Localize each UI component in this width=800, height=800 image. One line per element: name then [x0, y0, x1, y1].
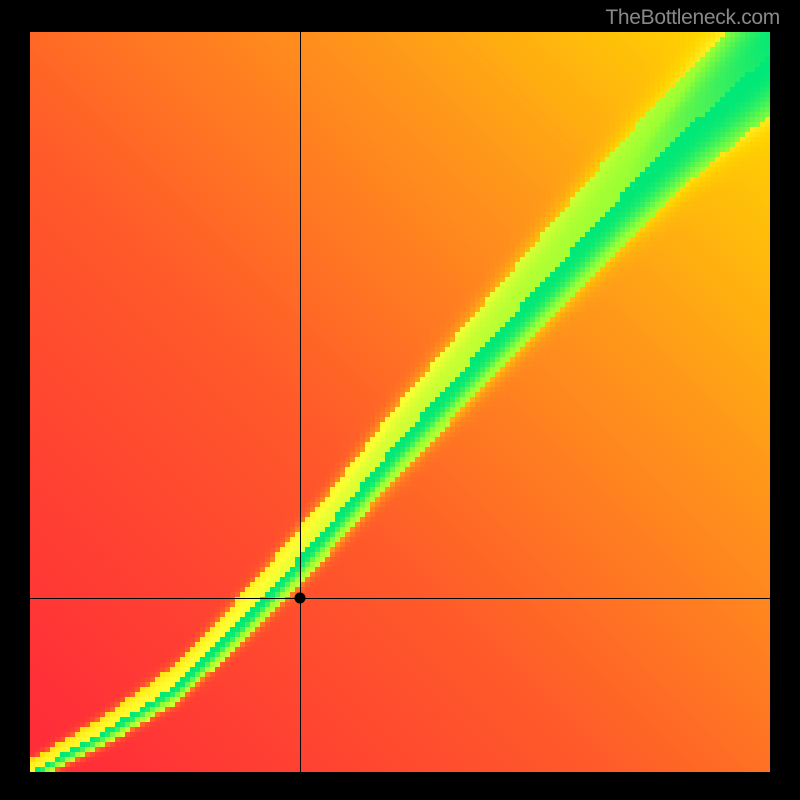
- crosshair-horizontal: [30, 598, 770, 599]
- selection-marker: [295, 593, 306, 604]
- watermark-text: TheBottleneck.com: [605, 6, 780, 30]
- plot-area: [30, 32, 770, 772]
- crosshair-vertical: [300, 32, 301, 772]
- bottleneck-heatmap: [30, 32, 770, 772]
